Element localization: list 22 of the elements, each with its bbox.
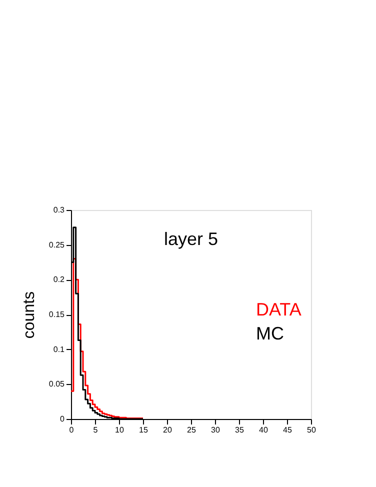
x-tick-label: 25 [187,426,196,434]
x-tick-label: 50 [307,426,316,434]
x-tick-label: 30 [211,426,220,434]
x-tick-label: 20 [163,426,172,434]
x-tick-label: 40 [259,426,268,434]
y-axis-title: counts [20,291,38,339]
x-tick-label: 10 [115,426,124,434]
text: MC [256,323,284,344]
x-tick-label: 45 [283,426,292,434]
y-tick-label: 0.1 [53,344,66,354]
y-tick-label: 0.15 [48,310,66,319]
x-tick-label: 0 [69,426,74,434]
x-tick-label: 15 [139,426,148,434]
x-tick-label: 5 [93,426,98,434]
y-tick-label: 0.2 [53,275,66,284]
y-tick-label: 0.3 [53,206,66,214]
annotation: layer 5 [164,229,218,249]
y-tick-label: 0.05 [48,380,66,389]
y-tick-label: 0.25 [48,240,66,250]
x-tick-label: 35 [235,426,244,434]
text: DATA [256,299,302,320]
y-tick-label: 0 [60,414,66,424]
